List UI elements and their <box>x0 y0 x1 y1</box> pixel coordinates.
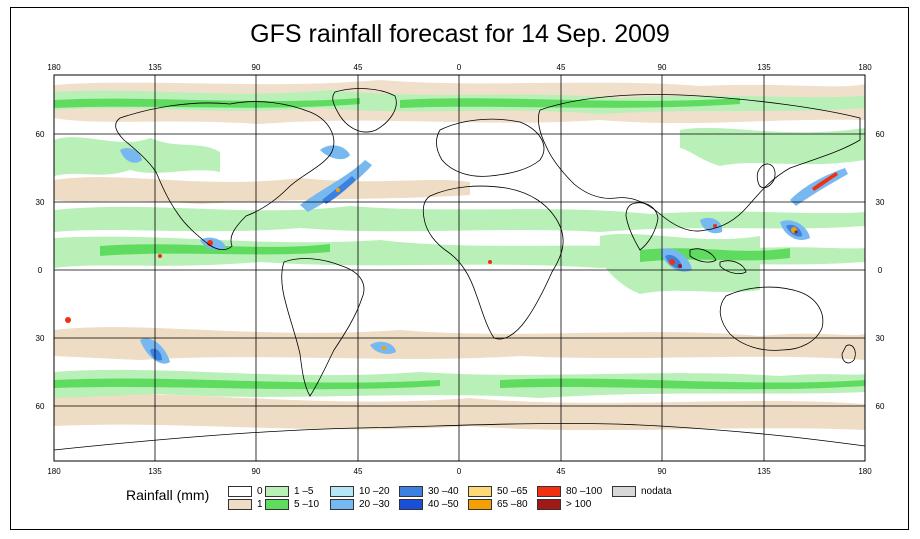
lon-label: 180 <box>47 467 61 476</box>
legend-swatch <box>265 486 289 497</box>
map-border <box>53 74 866 462</box>
legend-label: 10 –20 <box>359 486 390 497</box>
legend-label: 1 <box>257 499 263 510</box>
lon-label: 135 <box>148 467 162 476</box>
lon-label: 45 <box>354 467 363 476</box>
legend-swatch <box>330 499 354 510</box>
lon-label: 135 <box>148 63 162 72</box>
coastlines <box>54 88 865 451</box>
map-area <box>54 75 865 461</box>
legend-swatch <box>228 486 252 497</box>
legend-label: nodata <box>641 486 672 497</box>
lon-label: 90 <box>252 63 261 72</box>
lat-label: 0 <box>38 266 43 275</box>
lat-label: 30 <box>36 198 45 207</box>
lon-label: 135 <box>757 467 771 476</box>
lat-label: 0 <box>878 266 883 275</box>
lon-label: 45 <box>354 63 363 72</box>
lat-labels-right: 60 30 0 30 60 <box>876 130 885 411</box>
lat-label: 60 <box>36 130 45 139</box>
lon-label: 180 <box>858 63 872 72</box>
legend-label: 30 –40 <box>428 486 459 497</box>
legend-swatch <box>399 486 423 497</box>
lon-label: 90 <box>658 63 667 72</box>
legend-swatch <box>468 499 492 510</box>
lat-label: 30 <box>36 334 45 343</box>
legend-label: 65 –80 <box>497 499 528 510</box>
legend-label: 50 –65 <box>497 486 528 497</box>
legend-swatch <box>330 486 354 497</box>
lon-label: 135 <box>757 63 771 72</box>
legend-title: Rainfall (mm) <box>126 487 210 503</box>
lon-label: 0 <box>457 467 462 476</box>
legend-label: 0 <box>257 486 263 497</box>
legend-label: 80 –100 <box>566 486 603 497</box>
lat-label: 60 <box>36 402 45 411</box>
legend-label: 40 –50 <box>428 499 459 510</box>
graticule <box>54 75 865 461</box>
lon-label: 90 <box>252 467 261 476</box>
lat-label: 30 <box>876 334 885 343</box>
lat-label: 60 <box>876 130 885 139</box>
lat-label: 30 <box>876 198 885 207</box>
lon-label: 45 <box>557 467 566 476</box>
lon-label: 0 <box>457 63 462 72</box>
lon-labels-bottom: 180 135 90 45 0 45 90 135 180 <box>47 467 872 476</box>
legend-label: 1 –5 <box>294 486 314 497</box>
lon-label: 45 <box>557 63 566 72</box>
legend-swatch <box>399 499 423 510</box>
map-title: GFS rainfall forecast for 14 Sep. 2009 <box>250 20 670 48</box>
legend-swatch <box>612 486 636 497</box>
lon-label: 90 <box>658 467 667 476</box>
lat-labels-left: 60 30 0 30 60 <box>36 130 45 411</box>
lon-label: 180 <box>858 467 872 476</box>
legend-swatch <box>537 499 561 510</box>
legend-label: > 100 <box>566 499 592 510</box>
legend-swatch <box>228 499 252 510</box>
legend-label: 5 –10 <box>294 499 320 510</box>
legend-swatch <box>468 486 492 497</box>
lon-labels-top: 180 135 90 45 0 45 90 135 180 <box>47 63 872 72</box>
legend-swatch <box>537 486 561 497</box>
lon-label: 180 <box>47 63 61 72</box>
legend-swatch <box>265 499 289 510</box>
lat-label: 60 <box>876 402 885 411</box>
legend-label: 20 –30 <box>359 499 390 510</box>
